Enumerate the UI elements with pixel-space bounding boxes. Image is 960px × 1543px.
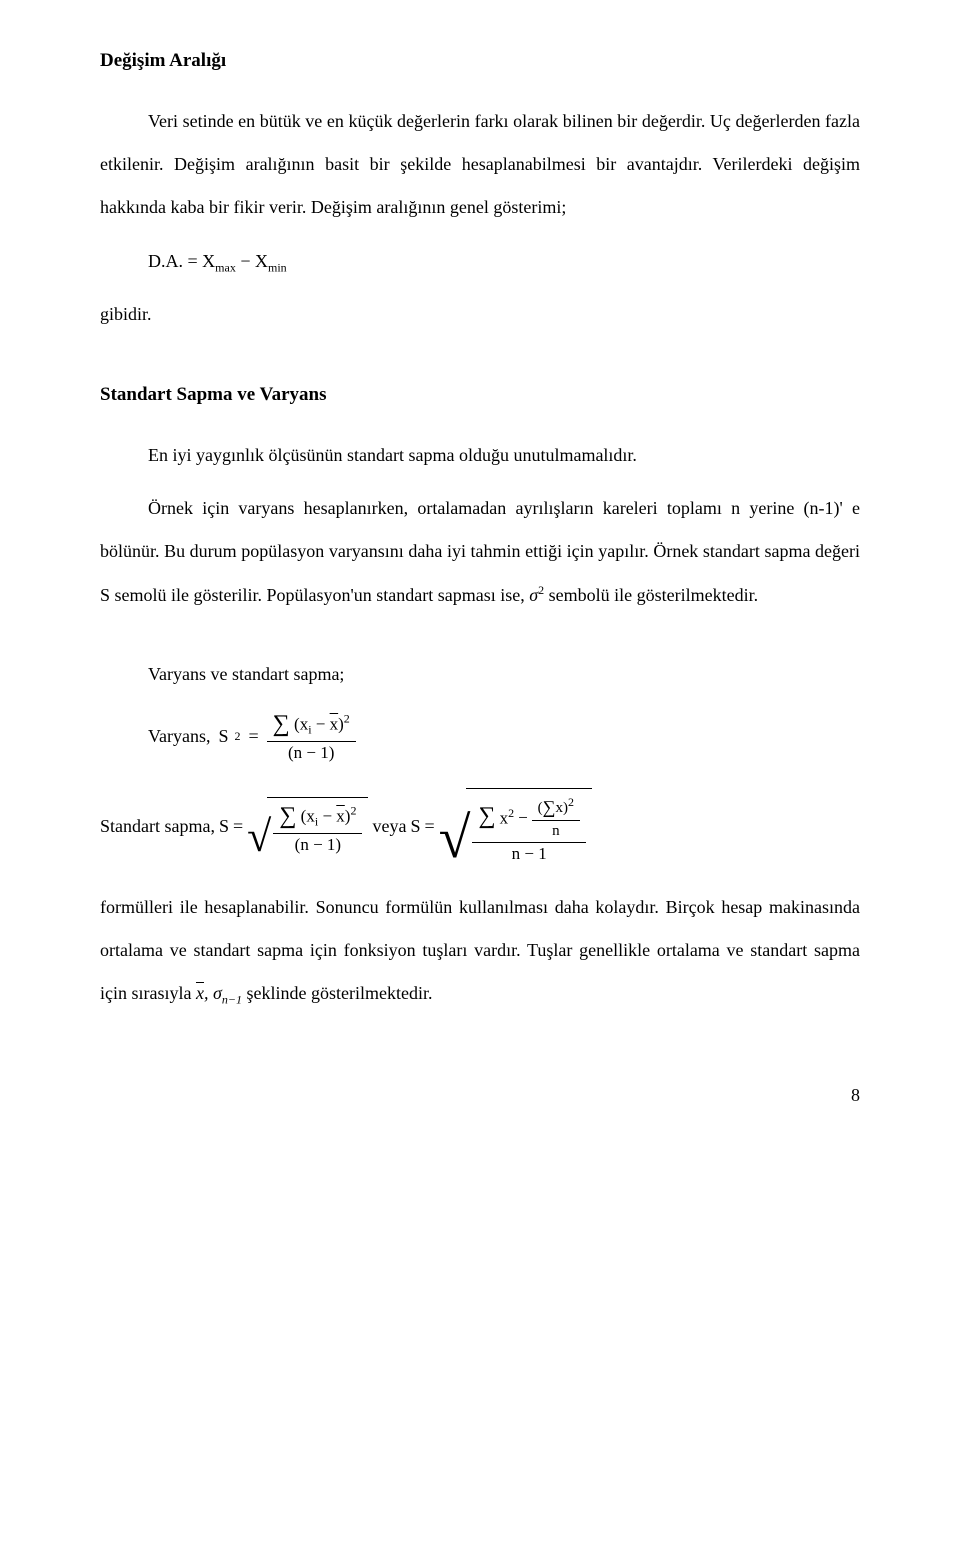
sqrt-2: √ ∑ x2 − (∑x)2 n n − 1 (439, 788, 592, 866)
std-S2: S (410, 816, 420, 837)
para-s2-4: formülleri ile hesaplanabilir. Sonuncu f… (100, 886, 860, 1016)
page-number: 8 (100, 1085, 860, 1106)
sigma: σ (529, 585, 538, 605)
not-sub: n−1 (222, 993, 242, 1007)
section-title-sapma: Standart Sapma ve Varyans (100, 384, 860, 406)
para-s1-2: gibidir. (100, 293, 860, 336)
x4: x (556, 800, 564, 816)
eq3: = (424, 816, 434, 837)
var-label: Varyans, (148, 726, 210, 747)
sum2: ∑ (279, 803, 296, 829)
sq3: 2 (508, 806, 514, 820)
p2-b: sembolü ile gösterilmektedir. (544, 585, 758, 605)
sum4: ∑ (543, 797, 556, 817)
std-label: Standart sapma, (100, 816, 215, 837)
sq2: 2 (350, 804, 356, 818)
sum: ∑ (273, 711, 290, 737)
formula-text: D.A. = X (148, 251, 215, 271)
not-xbar: x (196, 983, 204, 1003)
xbar: x (330, 714, 339, 733)
den3: n − 1 (506, 843, 553, 865)
formula-variance: Varyans, S2 = ∑ (xi − x)2 (n − 1) (148, 710, 860, 764)
var-S: S (218, 726, 228, 747)
var-S2: 2 (235, 729, 241, 744)
minus: − (312, 714, 330, 733)
para-s1-1: Veri setinde en bütük ve en küçük değerl… (100, 100, 860, 230)
formula-mid: − X (236, 251, 268, 271)
p4b: şeklinde gösterilmektedir. (242, 983, 432, 1003)
lp3: ( (538, 800, 543, 816)
xi-x: x (300, 714, 309, 733)
std-S: S (219, 816, 229, 837)
sq: 2 (344, 712, 350, 726)
formula-stddev: Standart sapma, S = √ ∑ (xi − x)2 (n − 1… (100, 788, 860, 866)
xb2: x (336, 807, 345, 826)
eq: = (249, 726, 259, 747)
sq4: 2 (568, 795, 574, 809)
var-frac: ∑ (xi − x)2 (n − 1) (267, 710, 356, 764)
x2: x (306, 807, 315, 826)
formula-range: D.A. = Xmax − Xmin (148, 240, 860, 283)
para-s2-3: Varyans ve standart sapma; (100, 653, 860, 696)
not-comma: , σ (204, 983, 222, 1003)
den-n1: (n − 1) (282, 742, 340, 764)
veya: veya (372, 816, 406, 837)
sub-min: min (268, 260, 287, 274)
sub-max: max (215, 260, 236, 274)
para-s2-1: En iyi yaygınlık ölçüsünün standart sapm… (100, 434, 860, 477)
eq2: = (233, 816, 243, 837)
para-s2-2: Örnek için varyans hesaplanırken, ortala… (100, 487, 860, 617)
m2: − (318, 807, 336, 826)
x3: x (500, 809, 509, 828)
sqrt-1: √ ∑ (xi − x)2 (n − 1) (247, 797, 368, 856)
section-title-degisim: Değişim Aralığı (100, 50, 860, 72)
den-n: n (546, 821, 566, 841)
m3: − (518, 808, 528, 828)
sum3: ∑ (478, 802, 495, 831)
den2: (n − 1) (289, 834, 347, 856)
